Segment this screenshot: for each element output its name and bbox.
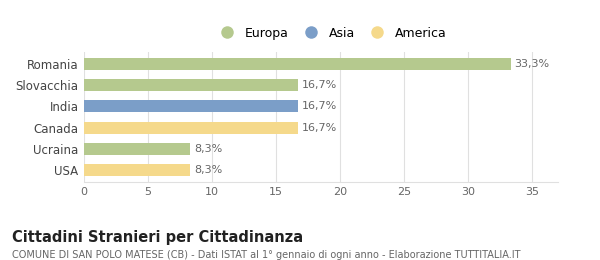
Text: Cittadini Stranieri per Cittadinanza: Cittadini Stranieri per Cittadinanza xyxy=(12,230,303,245)
Text: 16,7%: 16,7% xyxy=(302,101,337,111)
Text: 8,3%: 8,3% xyxy=(194,165,223,175)
Bar xyxy=(84,122,298,133)
Text: 16,7%: 16,7% xyxy=(302,80,337,90)
Text: COMUNE DI SAN POLO MATESE (CB) - Dati ISTAT al 1° gennaio di ogni anno - Elabora: COMUNE DI SAN POLO MATESE (CB) - Dati IS… xyxy=(12,250,521,260)
Bar xyxy=(84,164,190,176)
Legend: Europa, Asia, America: Europa, Asia, America xyxy=(209,22,451,45)
Bar xyxy=(84,79,298,91)
Bar xyxy=(84,58,511,70)
Text: 8,3%: 8,3% xyxy=(194,144,223,154)
Text: 16,7%: 16,7% xyxy=(302,123,337,133)
Bar xyxy=(84,143,190,155)
Bar xyxy=(84,101,298,112)
Text: 33,3%: 33,3% xyxy=(514,59,550,69)
